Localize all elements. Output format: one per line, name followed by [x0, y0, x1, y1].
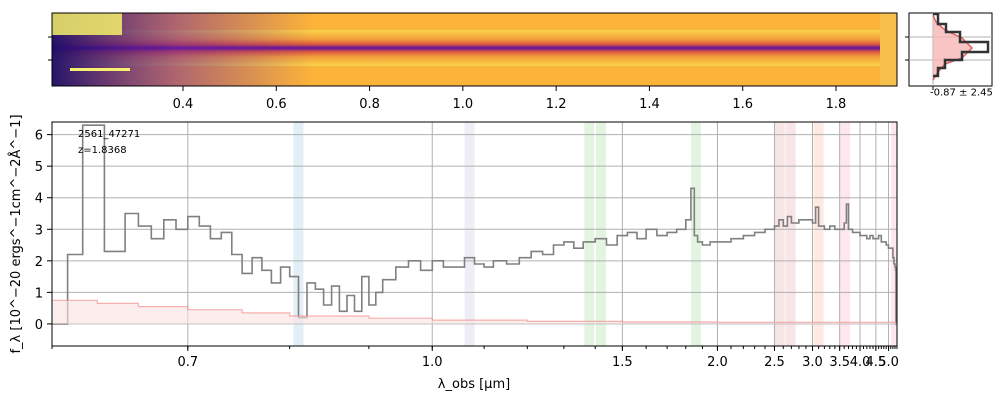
spectrum-1d-x-axis: 0.7 1.0 1.5 2.0 2.5 3.0 3.5 4.04.55.0: [51, 346, 899, 370]
spectrum-2d-xtick-label: 1.2: [546, 97, 567, 112]
spectrum-2d-bright-streak: [70, 68, 130, 71]
x-tick-label: 3.0: [802, 355, 823, 370]
x-axis-title: λ_obs [μm]: [438, 377, 510, 392]
y-tick-label: 3: [35, 223, 43, 238]
spectrum-2d-xtick-label: 0.4: [173, 97, 194, 112]
emission-line-band: [785, 122, 796, 346]
y-tick-label: 2: [35, 255, 43, 270]
spectrum-2d-xtick-label: 1.4: [639, 97, 660, 112]
spectrum-2d-xtick-label: 1.6: [732, 97, 753, 112]
spectrum-2d-x-axis: 0.4 0.6 0.8 1.0 1.2 1.4 1.6 1.8: [173, 86, 847, 112]
redshift-label: z=1.8368: [78, 145, 127, 156]
y-tick-label: 6: [35, 129, 43, 144]
y-tick-label: 0: [35, 318, 43, 333]
spectrum-1d-plot-area: [52, 122, 897, 346]
spectrum-1d-y-axis: 0 1 2 3 4 5 6: [35, 129, 52, 333]
profile-fill: [933, 15, 972, 80]
emission-line-bands: [293, 122, 897, 346]
emission-line-band: [690, 122, 701, 346]
x-tick-label: 3.5: [829, 355, 850, 370]
spectrum-2d-yellow-corner: [52, 13, 122, 35]
spectrum-2d-xtick-label: 0.8: [359, 97, 380, 112]
spectrum-2d-xtick-label: 0.6: [266, 97, 287, 112]
emission-line-band: [464, 122, 475, 346]
object-id-label: 2561_47271: [78, 129, 140, 140]
spectrum-2d-panel: 0.4 0.6 0.8 1.0 1.2 1.4 1.6 1.8: [48, 12, 898, 112]
flux-line: [52, 124, 897, 325]
emission-line-band: [293, 122, 304, 346]
x-tick-label: 5.0: [878, 355, 899, 370]
emission-line-band: [774, 122, 785, 346]
x-tick-label: 2.5: [764, 355, 785, 370]
x-tick-label: 1.5: [612, 355, 633, 370]
x-tick-label: 1.0: [422, 355, 443, 370]
y-tick-label: 5: [35, 160, 43, 175]
spectrum-2d-xtick-label: 1.0: [453, 97, 474, 112]
y-tick-label: 1: [35, 286, 43, 301]
emission-line-band: [840, 122, 851, 346]
profile-panel: -0.87 ± 2.45: [905, 12, 993, 98]
x-tick-label: 4.5: [866, 355, 887, 370]
x-tick-label: 2.0: [707, 355, 728, 370]
spectrum-1d-series: [52, 124, 897, 325]
spectrum-2d-cutoff: [880, 13, 897, 86]
x-tick-label: 4.0: [850, 355, 871, 370]
spectrum-2d-xtick-label: 1.8: [826, 97, 847, 112]
spectrum-2d-frame: [51, 12, 898, 87]
spectrum-1d-frame: [51, 121, 898, 347]
y-tick-label: 4: [35, 192, 43, 207]
emission-line-band: [813, 122, 824, 346]
error-fill: [52, 300, 897, 324]
emission-line-band: [891, 122, 897, 346]
error-line: [52, 299, 897, 323]
emission-line-band: [584, 122, 595, 346]
profile-annotation: -0.87 ± 2.45: [930, 87, 993, 98]
spectrum-1d-panel: 0.7 1.0 1.5 2.0 2.5 3.0 3.5 4.04.55.0 0 1 2 3 4 5 6 2…: [8, 114, 899, 392]
emission-line-band: [595, 122, 606, 346]
profile-data-line: [933, 12, 990, 78]
y-axis-title: f_λ [10^−20 ergs^−1cm^−2Å^−1]: [8, 114, 24, 353]
x-tick-label: 0.7: [177, 355, 198, 370]
